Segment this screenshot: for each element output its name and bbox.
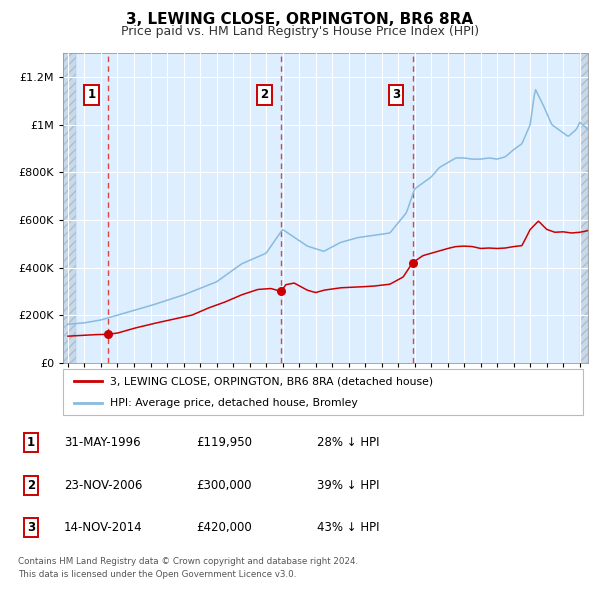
Text: 28% ↓ HPI: 28% ↓ HPI [317, 436, 380, 450]
Bar [580, 53, 588, 363]
Text: 43% ↓ HPI: 43% ↓ HPI [317, 521, 380, 535]
Text: £119,950: £119,950 [196, 436, 253, 450]
Text: 31-MAY-1996: 31-MAY-1996 [64, 436, 140, 450]
Text: 14-NOV-2014: 14-NOV-2014 [64, 521, 142, 535]
Bar [63, 53, 76, 363]
Text: 1: 1 [27, 436, 35, 450]
Text: 39% ↓ HPI: 39% ↓ HPI [317, 478, 380, 492]
Text: 3: 3 [392, 88, 400, 101]
Text: Contains HM Land Registry data © Crown copyright and database right 2024.
This d: Contains HM Land Registry data © Crown c… [18, 558, 358, 579]
Text: Price paid vs. HM Land Registry's House Price Index (HPI): Price paid vs. HM Land Registry's House … [121, 25, 479, 38]
Text: 2: 2 [260, 88, 268, 101]
Text: 3, LEWING CLOSE, ORPINGTON, BR6 8RA: 3, LEWING CLOSE, ORPINGTON, BR6 8RA [127, 12, 473, 27]
Text: £300,000: £300,000 [196, 478, 252, 492]
Text: 3: 3 [27, 521, 35, 535]
Bar [63, 53, 76, 363]
Text: 3, LEWING CLOSE, ORPINGTON, BR6 8RA (detached house): 3, LEWING CLOSE, ORPINGTON, BR6 8RA (det… [110, 376, 433, 386]
Bar [580, 53, 588, 363]
Text: HPI: Average price, detached house, Bromley: HPI: Average price, detached house, Brom… [110, 398, 358, 408]
Text: 1: 1 [88, 88, 95, 101]
Text: 2: 2 [27, 478, 35, 492]
Text: £420,000: £420,000 [196, 521, 252, 535]
Text: 23-NOV-2006: 23-NOV-2006 [64, 478, 142, 492]
